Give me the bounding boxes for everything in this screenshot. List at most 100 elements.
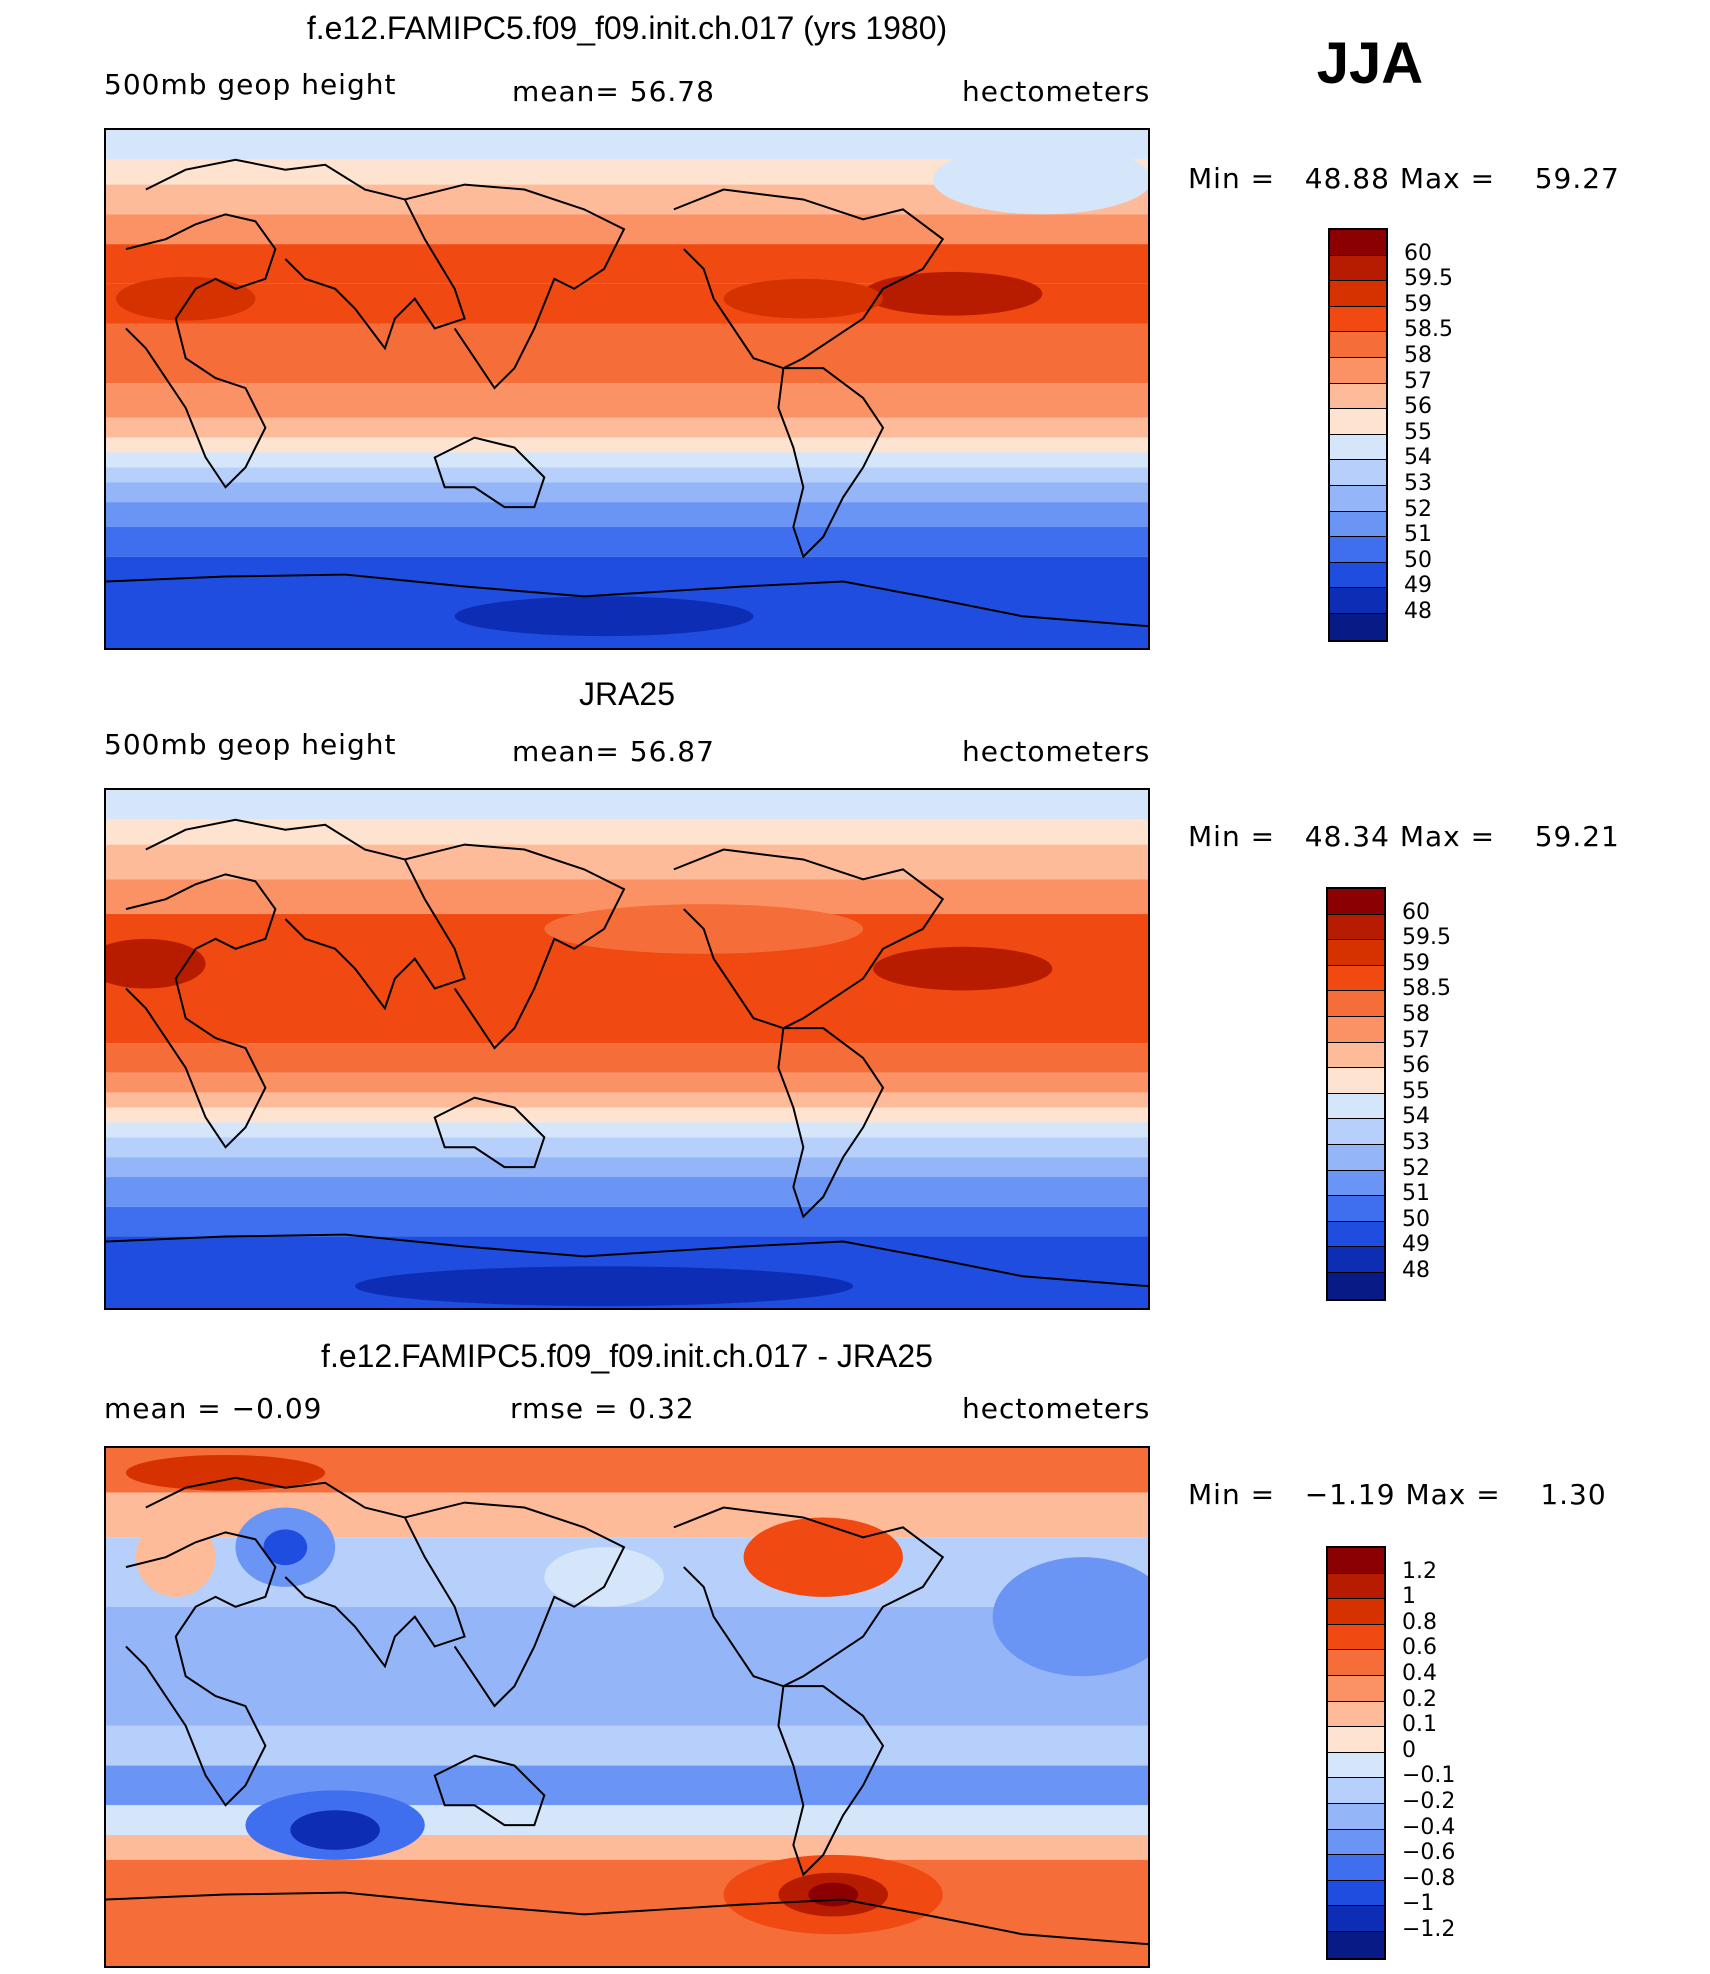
colorbar-tick-label: 57 xyxy=(1402,1027,1430,1053)
units-label: hectometers xyxy=(962,75,1151,108)
variable-label: 500mb geop height xyxy=(104,728,397,761)
colorbar-swatch xyxy=(1328,991,1384,1017)
colorbar-tick-label: 58 xyxy=(1404,343,1432,368)
colorbar-swatch xyxy=(1330,485,1386,512)
colorbar-swatch xyxy=(1330,332,1386,358)
colorbar-swatch xyxy=(1328,1170,1384,1197)
colorbar-tick-label: 53 xyxy=(1402,1130,1430,1155)
colorbar-tick-label: 0.8 xyxy=(1402,1609,1437,1635)
mean-label: mean= 56.87 xyxy=(512,735,715,768)
colorbar-swatch xyxy=(1328,1119,1384,1145)
colorbar-tick-label: 51 xyxy=(1404,522,1432,548)
colorbar-swatch xyxy=(1328,1042,1384,1069)
colorbar-tick-label: 59 xyxy=(1402,950,1430,976)
colorbar-swatch xyxy=(1328,1221,1384,1248)
colorbar-obs xyxy=(1326,887,1386,1301)
colorbar-swatch xyxy=(1328,1931,1384,1958)
colorbar-tick-label: 60 xyxy=(1404,240,1432,266)
colorbar-tick-label: 50 xyxy=(1402,1206,1430,1232)
max-label: Max = xyxy=(1399,820,1496,853)
colorbar-tick-label: 59 xyxy=(1404,291,1432,317)
colorbar-swatch xyxy=(1328,1650,1384,1676)
colorbar-tick-label: 51 xyxy=(1402,1181,1430,1207)
colorbar-swatch xyxy=(1330,562,1386,589)
colorbar-tick-label: −0.1 xyxy=(1402,1763,1456,1789)
colorbar-swatch xyxy=(1328,1624,1384,1651)
colorbar-tick-label: 58 xyxy=(1402,1002,1430,1027)
colorbar-tick-label: 0.6 xyxy=(1402,1635,1437,1661)
max-value: 59.21 xyxy=(1534,820,1620,853)
variable-label: 500mb geop height xyxy=(104,68,397,101)
colorbar-swatch xyxy=(1330,588,1386,614)
colorbar-swatch xyxy=(1328,1906,1384,1932)
map-diff xyxy=(104,1446,1150,1968)
map-model xyxy=(104,128,1150,650)
colorbar-swatch xyxy=(1330,306,1386,333)
min-value: 48.88 xyxy=(1304,162,1390,195)
colorbar-tick-label: −0.6 xyxy=(1402,1840,1456,1866)
colorbar-swatch xyxy=(1328,940,1384,966)
colorbar-swatch xyxy=(1330,511,1386,538)
minmax-line: Min = 48.34 Max = 59.21 xyxy=(1188,820,1620,853)
mean-label: mean = −0.09 xyxy=(104,1392,323,1425)
min-value: 48.34 xyxy=(1304,820,1390,853)
contour-map-diff xyxy=(106,1448,1148,1966)
minmax-line: Min = −1.19 Max = 1.30 xyxy=(1188,1478,1607,1511)
colorbar-swatch xyxy=(1328,1778,1384,1804)
colorbar-swatch xyxy=(1328,1599,1384,1625)
colorbar-tick-label: 48 xyxy=(1404,599,1432,624)
contour-map-obs xyxy=(106,790,1148,1308)
colorbar-tick-label: 1.2 xyxy=(1402,1558,1437,1584)
colorbar-swatch xyxy=(1328,1675,1384,1702)
colorbar-swatch xyxy=(1328,1752,1384,1779)
colorbar-swatch xyxy=(1328,1093,1384,1120)
colorbar-tick-label: −0.2 xyxy=(1402,1789,1456,1814)
rmse-label: rmse = 0.32 xyxy=(510,1392,695,1425)
colorbar-swatch xyxy=(1328,1573,1384,1600)
max-label: Max = xyxy=(1399,162,1496,195)
colorbar-swatch xyxy=(1330,537,1386,563)
colorbar-swatch xyxy=(1328,965,1384,992)
colorbar-swatch xyxy=(1328,1727,1384,1753)
colorbar-swatch xyxy=(1330,230,1386,256)
colorbar-tick-label: −0.4 xyxy=(1402,1814,1456,1840)
colorbar-tick-label: 0.2 xyxy=(1402,1686,1437,1712)
colorbar-swatch xyxy=(1330,383,1386,410)
mean-label: mean= 56.78 xyxy=(512,75,715,108)
colorbar-swatch xyxy=(1330,255,1386,282)
colorbar-swatch xyxy=(1328,1855,1384,1881)
max-value: 1.30 xyxy=(1540,1478,1607,1511)
panel-title: JRA25 xyxy=(578,676,676,712)
colorbar-tick-label: 54 xyxy=(1404,445,1432,471)
colorbar-tick-label: −0.8 xyxy=(1402,1865,1456,1891)
minmax-line: Min = 48.88 Max = 59.27 xyxy=(1188,162,1620,195)
colorbar-swatch xyxy=(1330,357,1386,384)
colorbar-tick-label: 53 xyxy=(1404,471,1432,496)
min-value: −1.19 xyxy=(1304,1478,1396,1511)
colorbar-tick-label: 49 xyxy=(1404,573,1432,599)
min-label: Min = xyxy=(1188,820,1276,853)
colorbar-tick-label: 0 xyxy=(1402,1737,1416,1763)
colorbar-tick-label: 52 xyxy=(1404,496,1432,522)
max-label: Max = xyxy=(1405,1478,1501,1511)
colorbar-tick-label: 50 xyxy=(1404,547,1432,573)
colorbar-tick-label: 54 xyxy=(1402,1104,1430,1130)
colorbar-tick-label: 58.5 xyxy=(1404,317,1453,343)
colorbar-swatch xyxy=(1328,1803,1384,1830)
min-label: Min = xyxy=(1188,162,1276,195)
colorbar-tick-label: 0.4 xyxy=(1402,1661,1437,1686)
colorbar-tick-label: 57 xyxy=(1404,368,1432,394)
colorbar-swatch xyxy=(1330,460,1386,486)
colorbar-swatch xyxy=(1328,1247,1384,1273)
colorbar-model xyxy=(1328,228,1388,642)
colorbar-swatch xyxy=(1328,914,1384,941)
colorbar-swatch xyxy=(1328,1196,1384,1222)
colorbar-swatch xyxy=(1328,1701,1384,1728)
colorbar-swatch xyxy=(1330,434,1386,461)
units-label: hectometers xyxy=(962,735,1151,768)
colorbar-swatch xyxy=(1328,1144,1384,1171)
colorbar-tick-label: 60 xyxy=(1402,899,1430,925)
colorbar-tick-label: 52 xyxy=(1402,1155,1430,1181)
colorbar-swatch xyxy=(1330,281,1386,307)
colorbar-swatch xyxy=(1328,1016,1384,1043)
